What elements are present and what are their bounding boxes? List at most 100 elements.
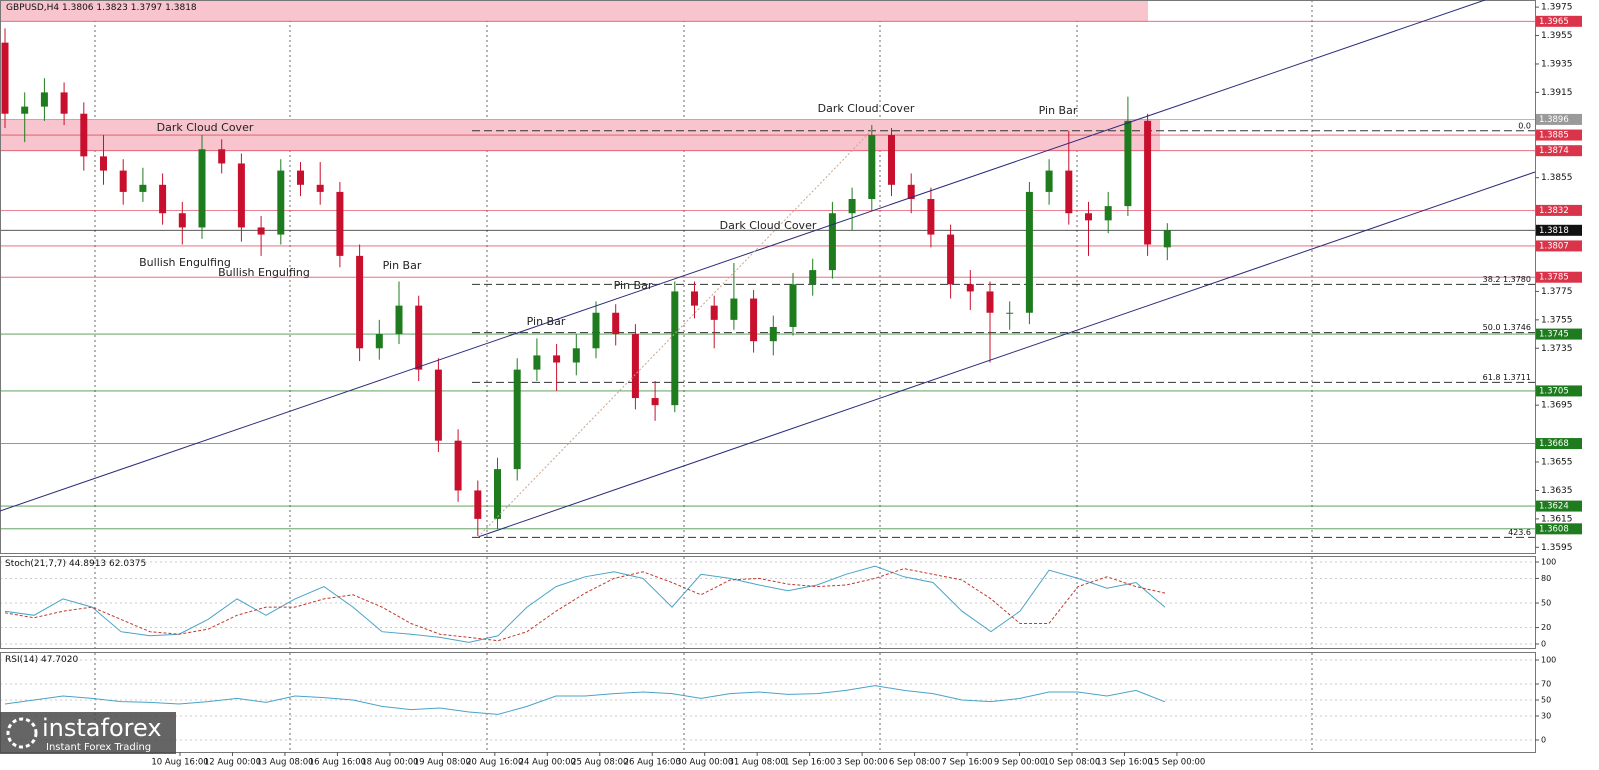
level-label: 1.3668: [1539, 439, 1569, 449]
candle-body: [750, 298, 758, 342]
indicator-line: [4, 565, 1166, 643]
candle-body: [1144, 120, 1152, 245]
front-layer: 0.0 38.2 1.3780 50.0 1.3746 61.8 1.3711 423.…: [139, 3, 1582, 768]
level-label: 1.3608: [1539, 524, 1569, 534]
candle-body: [631, 334, 639, 399]
candle-body: [21, 106, 29, 114]
channel-upper: [0, 0, 1486, 512]
y-tick-label: 100: [1541, 558, 1556, 567]
rsi-header: RSI(14) 47.7020: [5, 655, 78, 665]
candle-body: [40, 92, 48, 107]
y-tick-label: 1.3655: [1541, 458, 1573, 468]
y-tick-label: 30: [1541, 712, 1551, 721]
y-tick-label: 1.3615: [1541, 514, 1573, 524]
fib-diagonal: [477, 129, 873, 538]
candle-body: [277, 170, 285, 235]
level-box: [1536, 224, 1582, 236]
fib-label: 61.8 1.3711: [1483, 373, 1531, 382]
x-tick-label: 7 Sep 16:00: [941, 758, 992, 768]
candle-body: [730, 298, 738, 320]
zone: [0, 0, 1148, 22]
fib-label: 50.0 1.3746: [1483, 323, 1531, 332]
level-label: 1.3785: [1539, 273, 1569, 283]
candle-body: [395, 305, 403, 335]
candle-body: [415, 305, 423, 370]
x-tick-label: 30 Aug 00:00: [676, 758, 733, 768]
level-box: [1536, 204, 1582, 216]
header: GBPUSD,H4 1.3806 1.3823 1.3797 1.3818: [6, 3, 197, 13]
level-box: [1536, 129, 1582, 141]
rsi-value: 47.7020: [41, 655, 78, 665]
annotation: Dark Cloud Cover: [720, 219, 817, 232]
level-box: [1536, 145, 1582, 157]
candle-body: [434, 369, 442, 441]
price-panel-frame: [0, 0, 1536, 554]
level-label: 1.3705: [1539, 386, 1569, 396]
candle-body: [828, 213, 836, 271]
rsi-panel-frame: [0, 652, 1536, 753]
candle-body: [356, 255, 364, 349]
candle-body: [336, 191, 344, 256]
candle-body: [375, 334, 383, 349]
x-tick-label: 25 Aug 08:00: [571, 758, 628, 768]
level-label: 1.3624: [1539, 502, 1569, 512]
x-tick-label: 6 Sep 08:00: [889, 758, 940, 768]
y-tick-label: 1.3635: [1541, 486, 1573, 496]
candle-body: [297, 170, 304, 185]
x-tick-label: 16 Aug 16:00: [309, 758, 366, 768]
channel-lower: [477, 171, 1536, 538]
x-tick-label: 18 Aug 00:00: [361, 758, 418, 768]
indicator-line: [4, 568, 1166, 642]
level-label: 1.3885: [1539, 131, 1569, 141]
annotation: Pin Bar: [527, 315, 566, 328]
y-tick-label: 100: [1541, 656, 1556, 665]
annotation: Pin Bar: [1039, 104, 1078, 117]
candle-body: [809, 270, 817, 285]
candle-body: [257, 227, 265, 235]
y-tick-label: 1.3975: [1541, 3, 1573, 13]
y-tick-label: 0: [1541, 640, 1546, 649]
candle-body: [651, 398, 659, 406]
candle-body: [1045, 170, 1053, 192]
candle-body: [1065, 170, 1073, 214]
candle-body: [710, 305, 718, 320]
y-tick-label: 80: [1541, 574, 1551, 583]
candle-body: [80, 113, 88, 157]
annotation: Pin Bar: [614, 279, 653, 292]
candle-body: [1124, 120, 1132, 207]
x-tick-label: 19 Aug 08:00: [414, 758, 471, 768]
y-tick-label: 1.3695: [1541, 401, 1573, 411]
fib-label: 0.0: [1518, 121, 1531, 130]
candle-body: [139, 184, 147, 192]
logo-bg: [0, 712, 176, 754]
candle-body: [513, 369, 521, 470]
annotation: Bullish Engulfing: [218, 266, 310, 279]
level-label: 1.3896: [1539, 115, 1569, 125]
candle-body: [119, 170, 127, 192]
candle-body: [572, 348, 580, 363]
symbol: GBPUSD,H4: [6, 3, 59, 13]
high: 1.3823: [96, 3, 128, 13]
y-tick-label: 1.3775: [1541, 287, 1573, 297]
candle-body: [986, 291, 994, 313]
candle-body: [100, 156, 107, 171]
candle-body: [1104, 206, 1112, 221]
open: 1.3806: [62, 3, 94, 13]
level-box: [1536, 385, 1582, 397]
candle-body: [671, 291, 679, 406]
candle-body: [159, 184, 167, 214]
candle-body: [947, 234, 955, 285]
x-tick-label: 12 Aug 00:00: [204, 758, 261, 768]
y-tick-label: 1.3735: [1541, 344, 1573, 354]
candle-body: [60, 92, 68, 114]
logo: instaforex Instant Forex Trading: [0, 712, 176, 754]
y-tick-label: 50: [1541, 696, 1551, 705]
fib-label: 423.6: [1508, 528, 1531, 537]
annotation: Bullish Engulfing: [139, 256, 231, 269]
annotation: Dark Cloud Cover: [818, 102, 915, 115]
level-box: [1536, 240, 1582, 252]
candle-body: [454, 440, 462, 491]
candle-body: [237, 163, 245, 228]
level-label: 1.3965: [1539, 17, 1569, 27]
